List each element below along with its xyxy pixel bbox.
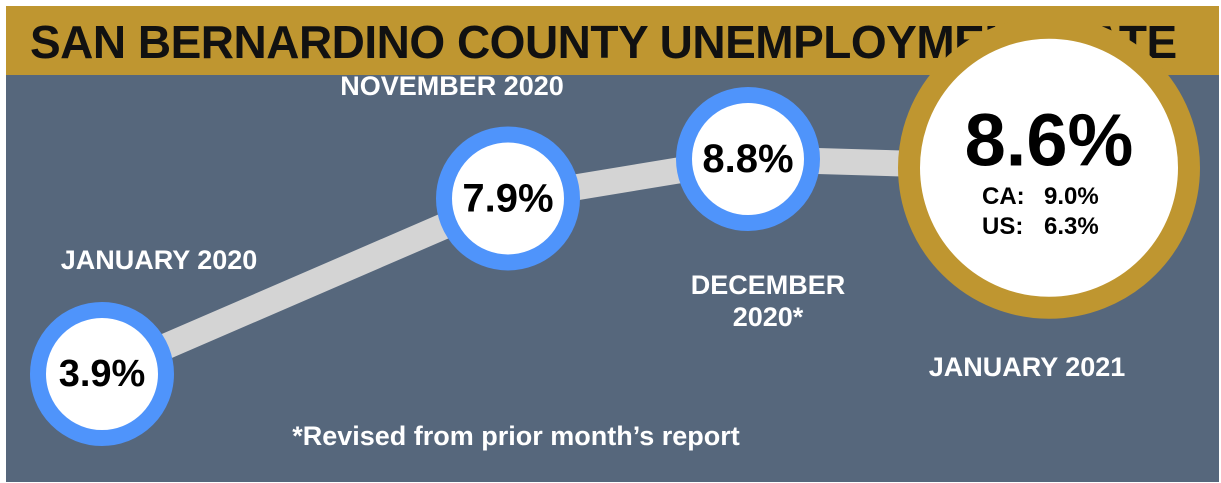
chart-canvas: 3.9% 7.9% 8.8% 8.6%	[30, 16, 1200, 446]
category-label-nov-2020: NOVEMBER 2020	[340, 71, 564, 102]
ca-comparison-label: CA:	[982, 182, 1025, 210]
infographic: SAN BERNARDINO COUNTY UNEMPLOYMENT RATE …	[6, 6, 1219, 482]
value-label-jan-2021: 8.6%	[965, 98, 1134, 181]
category-label-jan-2020: JANUARY 2020	[60, 245, 258, 275]
data-point-jan-2020	[30, 302, 174, 446]
ca-comparison-value: 9.0%	[1044, 182, 1099, 210]
us-comparison-value: 6.3%	[1044, 212, 1099, 240]
data-point-nov-2020	[436, 126, 580, 271]
value-label-jan-2020: 3.9%	[59, 353, 146, 395]
data-point-jan-2021	[898, 16, 1200, 319]
category-label-jan-2021: JANUARY 2021	[928, 351, 1126, 382]
data-point-dec-2020	[676, 87, 820, 231]
value-label-dec-2020: 8.8%	[702, 137, 793, 181]
value-label-nov-2020: 7.9%	[462, 176, 553, 220]
us-comparison-label: US:	[982, 212, 1024, 240]
revision-footnote: *Revised from prior month’s report	[292, 421, 740, 451]
category-label-dec-2020: DECEMBER 2020*	[690, 270, 846, 332]
